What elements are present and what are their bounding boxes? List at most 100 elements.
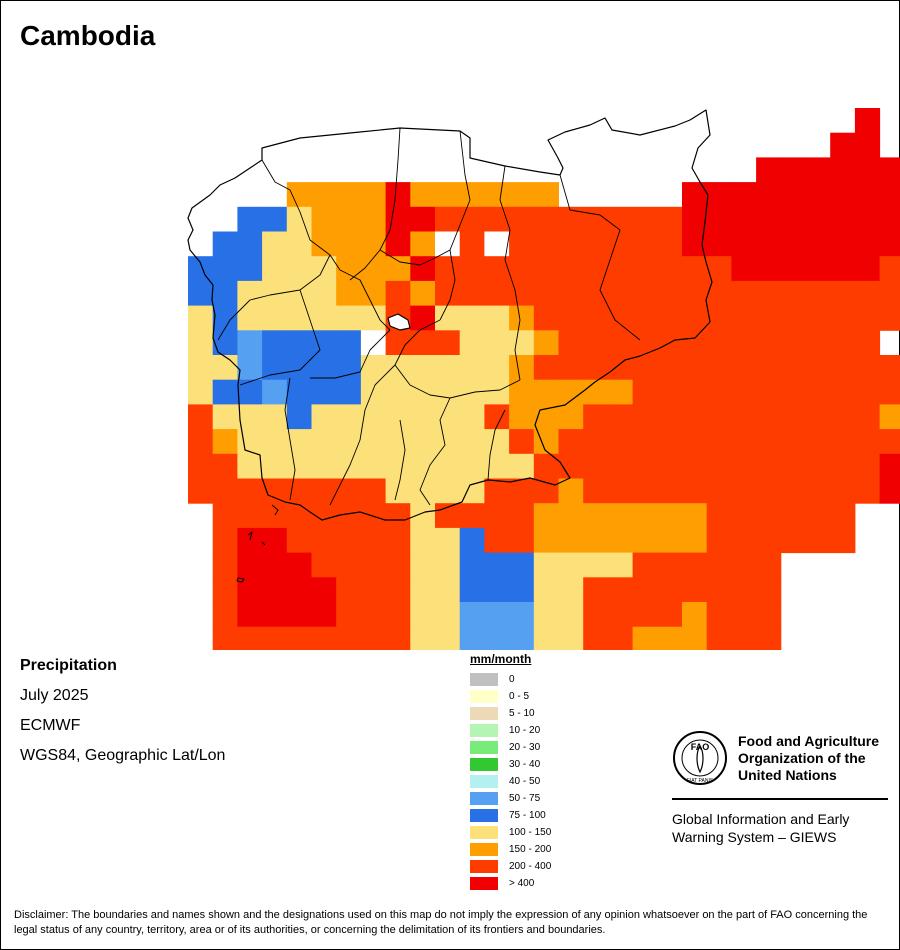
legend-item: 5 - 10 (470, 705, 551, 722)
precip-cell (682, 379, 708, 405)
precip-cell (336, 577, 362, 603)
precip-cell (484, 602, 510, 628)
precip-cell (533, 503, 559, 529)
precip-cell (607, 527, 634, 554)
precip-cell (484, 182, 510, 208)
precip-cell (336, 379, 362, 405)
precip-cell (731, 453, 757, 479)
precip-cell (459, 280, 485, 307)
precip-cell (756, 453, 782, 479)
precip-cell (286, 503, 312, 529)
precip-cell (336, 330, 362, 356)
precip-cell (756, 503, 782, 529)
precip-cell (360, 602, 387, 628)
precip-cell (632, 478, 658, 504)
precip-cell (607, 478, 634, 504)
precip-cell (262, 330, 288, 356)
precip-cell (509, 552, 535, 578)
precip-cell (360, 527, 387, 554)
precip-cell (237, 206, 263, 232)
legend-item: 40 - 50 (470, 773, 551, 790)
precip-cell (854, 157, 881, 183)
precip-cell (558, 478, 584, 504)
precip-cell (879, 305, 900, 331)
precip-cell (854, 404, 881, 430)
precip-cell (435, 429, 461, 455)
precip-cell (756, 552, 782, 578)
precip-cell (385, 478, 411, 504)
precip-cell (311, 305, 337, 331)
precip-cell (311, 280, 337, 307)
precip-cell (237, 602, 263, 628)
precip-cell (607, 206, 634, 232)
precip-cell (830, 355, 856, 381)
fao-name-line1: Food and Agriculture (738, 732, 880, 749)
legend-swatch (470, 758, 498, 771)
precip-cell (410, 453, 436, 479)
fao-name: Food and Agriculture Organization of the… (738, 733, 879, 784)
precip-cell (805, 157, 831, 183)
precip-cell (780, 330, 806, 356)
precip-cell (533, 330, 559, 356)
fao-logo-text: FAO (691, 742, 710, 752)
precip-cell (410, 429, 436, 455)
precip-cell (583, 256, 609, 282)
disclaimer: Disclaimer: The boundaries and names sho… (14, 909, 868, 936)
precip-cell (237, 478, 263, 504)
precip-cell (657, 256, 683, 282)
precip-cell (657, 206, 683, 232)
precip-cell (188, 256, 214, 282)
precip-cell (262, 527, 288, 554)
legend-label: 0 - 5 (509, 691, 530, 702)
precip-cell (607, 503, 634, 529)
precip-cell (410, 256, 436, 282)
precip-cell (410, 626, 436, 650)
precip-cell (805, 404, 831, 430)
precip-cell (731, 429, 757, 455)
precip-cell (731, 527, 757, 554)
precip-cell (632, 404, 658, 430)
precip-cell (879, 206, 900, 232)
precip-cell (533, 182, 559, 208)
precip-cell (459, 404, 485, 430)
precip-cell (805, 478, 831, 504)
precip-cell (533, 355, 559, 381)
precip-cell (607, 305, 634, 331)
legend-swatch (470, 741, 498, 754)
legend-swatch (470, 775, 498, 788)
precip-cell (731, 404, 757, 430)
precip-cell (632, 330, 658, 356)
precip-cell (286, 453, 312, 479)
precip-cell (336, 429, 362, 455)
precip-cell (583, 503, 609, 529)
precip-cell (756, 280, 782, 307)
precip-cell (435, 355, 461, 381)
variable-label: Precipitation (20, 657, 117, 674)
precip-cell (212, 602, 238, 628)
precip-cell (385, 182, 411, 208)
precip-cell (286, 552, 312, 578)
precip-cell (533, 305, 559, 331)
precip-cell (311, 379, 337, 405)
precip-cell (682, 503, 708, 529)
precip-cell (435, 280, 461, 307)
precip-cell (311, 602, 337, 628)
precip-cell (311, 206, 337, 232)
precip-cell (237, 577, 263, 603)
precip-cell (212, 404, 238, 430)
precip-cell (188, 355, 214, 381)
precip-cell (830, 404, 856, 430)
precip-cell (509, 231, 535, 257)
precip-cell (682, 182, 708, 208)
precip-cell (509, 355, 535, 381)
precip-cell (780, 503, 806, 529)
precip-cell (311, 256, 337, 282)
precip-cell (286, 231, 312, 257)
precip-cell (879, 256, 900, 282)
precip-cell (459, 552, 485, 578)
precip-cell (706, 206, 732, 232)
precip-cell (286, 330, 312, 356)
precip-cell (435, 182, 461, 208)
precip-cell (854, 182, 881, 208)
precip-cell (583, 206, 609, 232)
